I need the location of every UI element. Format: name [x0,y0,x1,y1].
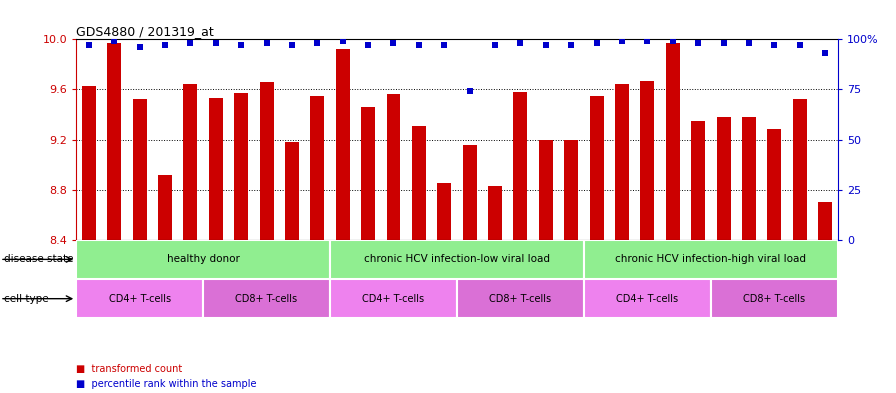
Point [234,42,248,48]
Point [184,40,198,46]
Text: CD8+ T-cells: CD8+ T-cells [743,294,806,304]
Point [488,42,503,48]
Point [133,44,147,50]
Bar [641,81,654,240]
Text: ■  percentile rank within the sample: ■ percentile rank within the sample [76,379,256,389]
Bar [793,99,806,240]
Bar [767,130,781,240]
Bar [285,142,299,240]
Text: chronic HCV infection-high viral load: chronic HCV infection-high viral load [616,254,806,264]
Bar [742,117,756,240]
Point [386,40,401,46]
Bar [330,279,457,318]
Text: chronic HCV infection-low viral load: chronic HCV infection-low viral load [364,254,550,264]
Bar [82,86,96,240]
Bar [513,92,528,240]
Bar [462,145,477,240]
Bar [76,279,203,318]
Point [538,42,553,48]
Point [412,42,426,48]
Point [717,40,731,46]
Text: ■  transformed count: ■ transformed count [76,364,183,374]
Bar [108,43,121,240]
Point [742,40,756,46]
Point [564,42,579,48]
Point [462,88,477,95]
Text: GDS4880 / 201319_at: GDS4880 / 201319_at [76,25,214,38]
Bar [260,82,273,240]
Text: CD4+ T-cells: CD4+ T-cells [108,294,171,304]
Text: CD8+ T-cells: CD8+ T-cells [489,294,552,304]
Bar [158,174,172,240]
Point [82,42,96,48]
Point [666,38,680,44]
Text: CD4+ T-cells: CD4+ T-cells [362,294,425,304]
Bar [590,95,604,240]
Text: healthy donor: healthy donor [167,254,239,264]
Point [158,42,172,48]
Bar [184,84,197,240]
Bar [386,94,401,240]
Point [513,40,528,46]
Point [615,38,629,44]
Bar [488,186,502,240]
Point [335,38,349,44]
Point [691,40,705,46]
Text: cell type: cell type [4,294,49,304]
Bar [538,140,553,240]
Point [818,50,832,57]
Bar [457,279,584,318]
Point [108,38,122,44]
Bar [234,93,248,240]
Point [437,42,452,48]
Bar [584,279,711,318]
Bar [133,99,147,240]
Text: CD8+ T-cells: CD8+ T-cells [236,294,297,304]
Point [793,42,807,48]
Point [361,42,375,48]
Text: disease state: disease state [4,254,74,264]
Bar [209,98,223,240]
Bar [615,84,629,240]
Point [590,40,604,46]
Bar [711,279,838,318]
Point [209,40,223,46]
Bar [361,107,375,240]
Point [767,42,781,48]
Bar [437,184,452,240]
Bar [691,121,705,240]
Bar [564,140,578,240]
Bar [76,240,330,279]
Bar [330,240,584,279]
Text: CD4+ T-cells: CD4+ T-cells [616,294,678,304]
Point [260,40,274,46]
Bar [584,240,838,279]
Point [641,38,655,44]
Bar [818,202,832,240]
Point [310,40,324,46]
Bar [666,43,680,240]
Bar [336,49,349,240]
Bar [412,126,426,240]
Point [285,42,299,48]
Bar [717,117,730,240]
Bar [310,95,324,240]
Bar [203,279,330,318]
